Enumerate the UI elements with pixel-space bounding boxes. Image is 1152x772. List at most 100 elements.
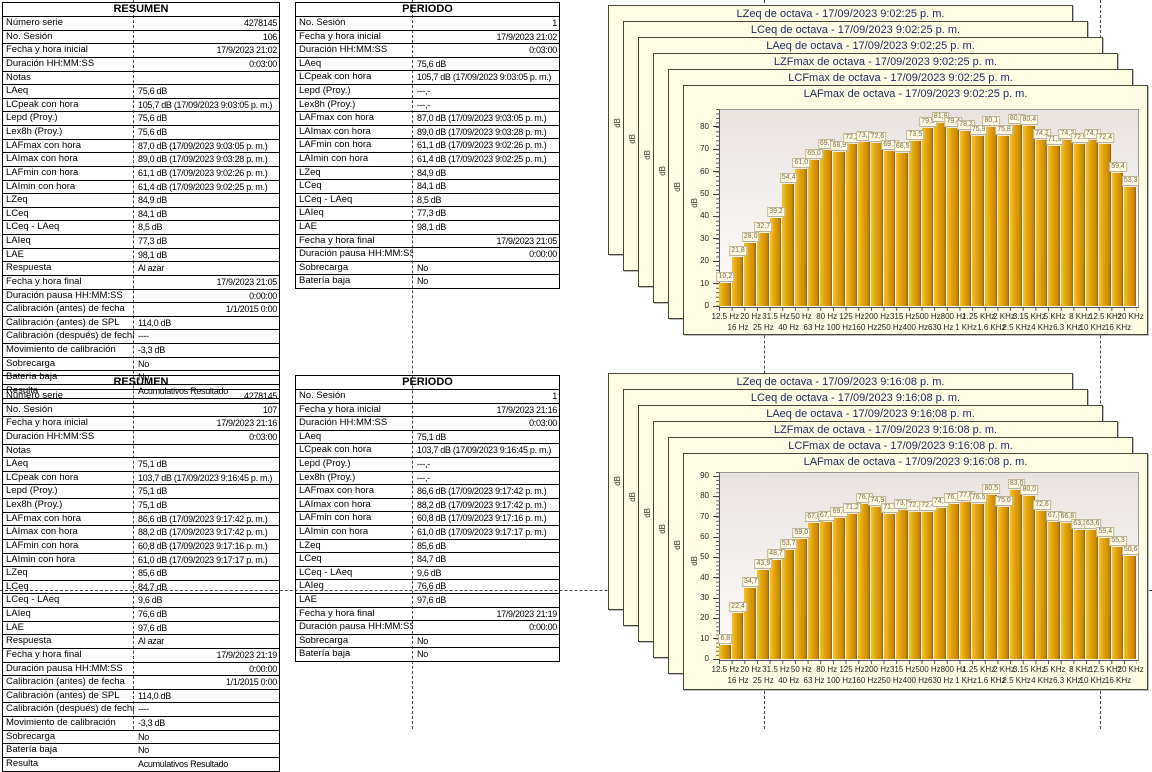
row-label: Respuesta [6,262,52,274]
bar-value-label: 59,0 [792,528,811,539]
row-value: Acumulativos Resultado [138,385,228,396]
y-axis-label: dB [673,539,682,550]
row-label: LAFmin con hora [6,539,79,551]
row-value: 76,6 dB [417,581,446,592]
row-label: LAImax con hora [299,125,371,137]
table-row: LAFmax con hora 86,6 dB (17/09/2023 9:17:… [296,485,559,499]
row-label: Fecha y hora final [299,607,375,619]
row-label: Duración pausa HH:MM:SS [6,662,123,674]
row-value: 75,6 dB [138,127,167,137]
table-row: Notas [3,445,279,459]
row-value: 1/1/2015 0:00 [225,304,277,315]
row-label: Resulta [6,384,39,396]
bar [934,507,946,659]
x-axis-tick-label: 16 Hz [727,323,749,332]
bar-value-label: 72,4 [1096,132,1115,143]
table-row: Fecha y hora inicial 17/9/2023 21:16 [296,404,559,418]
table-row: LCeq - LAeq 9,6 dB [3,594,279,608]
table-row: LAFmin con hora 60,8 dB (17/09/2023 9:17:… [3,540,279,554]
row-value: 0:00:00 [529,622,557,633]
bar-value-label: 72,6 [868,132,887,143]
bar [909,141,921,306]
table-row: Duración pausa HH:MM:SS 0:00:00 [3,290,279,304]
bar-value-label: 79,5 [919,117,937,128]
row-value: 84,9 dB [417,167,446,178]
bar-value-label: 81,8 [931,111,950,122]
row-label: Fecha y hora inicial [299,403,381,415]
row-value: 77,3 dB [417,208,446,219]
row-value: No [417,276,428,287]
bar [883,151,896,306]
table-row: Fecha y hora inicial 17/9/2023 21:16 [3,417,279,431]
row-label: Lepd (Proy.) [299,84,351,96]
row-label: LCeq [299,180,322,192]
row-label: Duración pausa HH:MM:SS [6,289,123,301]
bar [731,257,744,306]
table-row: LZeq 85,6 dB [296,540,559,554]
table-row: LAFmax con hora 87,0 dB (17/09/2023 9:03:… [296,112,559,126]
bar [1111,173,1124,306]
bar-value-label: 32,7 [754,221,773,232]
row-value: 17/9/2023 21:05 [496,235,557,246]
row-value: 17/9/2023 21:02 [496,31,557,42]
y-axis-tick [713,617,719,619]
bar [896,509,908,659]
table-row: LCeq 84,7 dB [296,553,559,567]
table-row: LCpeak con hora 105,7 dB (17/09/2023 9:03… [3,99,279,113]
bar-value-label: 39,2 [767,207,785,218]
y-axis-label: dB [613,475,622,486]
row-value: 17/9/2023 21:16 [216,418,277,429]
bar-value-label: 73,5 [906,130,925,141]
table-row: Duración HH:MM:SS 0:03:00 [296,417,559,431]
bar [1023,496,1035,659]
y-axis-tick-label: 10 [700,278,709,288]
table-row: LAImax con hora 88,2 dB (17/09/2023 9:17:… [296,499,559,513]
table-row: LCeq - LAeq 8,5 dB [3,221,279,235]
table-row: Duración pausa HH:MM:SS 0:00:00 [296,621,559,635]
x-axis-tick-label: 12.5 Hz [711,665,740,674]
x-axis-tick-label: 20 Hz [740,665,762,674]
row-label: LAE [6,248,24,260]
table-row: LAImin con hora 61,4 dB (17/09/2023 9:02:… [3,181,279,195]
row-value: 0:00:00 [529,249,557,260]
table-row: LAIeq 76,6 dB [3,608,279,622]
row-value: 77,3 dB [138,236,167,246]
bar-value-label: 6,8 [718,634,733,645]
y-axis-tick [713,495,719,497]
table-row: Calibración (antes) de SPL 114,0 dB [3,690,279,704]
x-axis-tick-label: 160 Hz [851,323,878,332]
table-row: Lex8h (Proy.) ---,- [296,472,559,486]
row-value: No [417,262,428,273]
row-value: 0:00:00 [249,663,277,674]
table-row: LAFmin con hora 61,1 dB (17/09/2023 9:02:… [3,167,279,181]
table-row: Fecha y hora final 17/9/2023 21:19 [296,608,559,622]
bar [947,504,959,659]
bar-value-label: 72,6 [1033,500,1051,511]
row-value: 75,6 dB [138,113,167,124]
table-title: RESUMEN [3,3,279,17]
table-row: Batería baja No [3,371,279,385]
row-value: 98,1 dB [138,249,167,260]
chart-window-front[interactable]: LAFmax de octava - 17/09/2023 9:02:25 p.… [683,85,1148,335]
bar [757,232,769,306]
table-row: Duración HH:MM:SS 0:03:00 [3,58,279,72]
row-label: LAFmax con hora [6,139,81,151]
row-value: ---,- [417,472,430,483]
row-label: Duración HH:MM:SS [6,430,95,442]
table-row: Batería baja No [296,648,559,661]
row-label: Fecha y hora final [299,234,375,246]
table-row: LAeq 75,1 dB [296,431,559,445]
bar-value-label: 48,7 [767,549,785,559]
table-row: LAFmax con hora 86,6 dB (17/09/2023 9:17:… [3,513,279,527]
row-label: Notas [6,444,31,456]
y-axis-tick-label: 70 [700,144,709,154]
row-label: Movimiento de calibración [6,344,116,355]
row-value: -3,3 dB [138,345,165,355]
row-label: Lex8h (Proy.) [299,471,356,483]
bar [1010,490,1022,659]
row-value: 88,2 dB (17/09/2023 9:17:42 p. m.) [417,499,547,510]
table-row: Respuesta Al azar [3,635,279,649]
chart-window-front[interactable]: LAFmax de octava - 17/09/2023 9:16:08 p.… [683,453,1148,690]
bar [858,142,870,306]
bar-value-label: 34,7 [741,577,760,588]
